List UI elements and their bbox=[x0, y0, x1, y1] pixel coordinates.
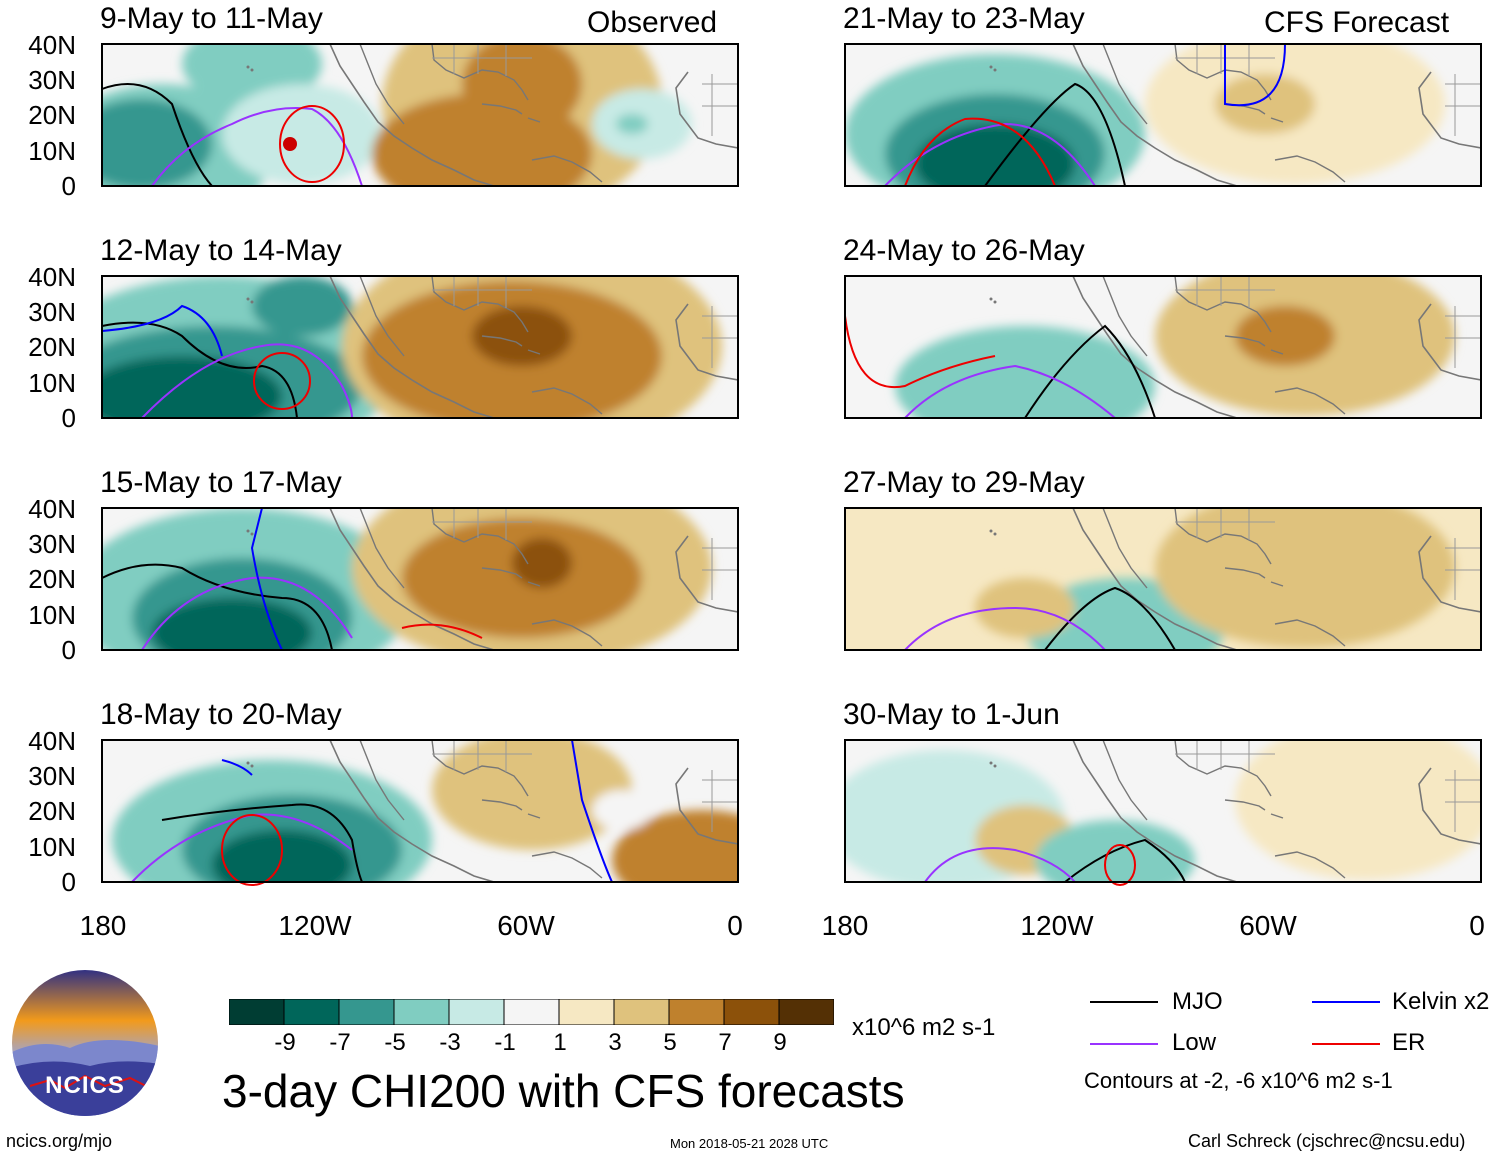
colorbar-swatch bbox=[229, 999, 285, 1025]
colorbar-units: x10^6 m2 s-1 bbox=[852, 1014, 996, 1041]
colorbar-swatch bbox=[558, 999, 615, 1025]
colorbar-label: 5 bbox=[663, 1029, 677, 1056]
map-fc-4 bbox=[844, 739, 1482, 886]
panel-title-obs-1: 9-May to 11-May bbox=[100, 2, 323, 35]
lat-label: 20N bbox=[28, 564, 76, 594]
colorbar-swatch bbox=[338, 999, 395, 1025]
colorbar-label: 9 bbox=[773, 1029, 787, 1056]
lat-label: 20N bbox=[28, 100, 76, 130]
er-swatch bbox=[1312, 1043, 1380, 1045]
lat-label: 40N bbox=[28, 30, 76, 60]
ncics-logo-art bbox=[12, 970, 158, 1116]
legend-label-kelvin: Kelvin x2 bbox=[1392, 988, 1490, 1015]
lat-label: 30N bbox=[28, 761, 76, 791]
timestamp: Mon 2018-05-21 2028 UTC bbox=[670, 1136, 829, 1151]
lon-label-left: 180 bbox=[79, 910, 127, 941]
lat-label: 0 bbox=[61, 171, 76, 201]
org-url[interactable]: ncics.org/mjo bbox=[6, 1131, 113, 1151]
logo-text: NCICS bbox=[45, 1072, 125, 1099]
lat-label: 40N bbox=[28, 494, 76, 524]
panel-title-obs-4: 18-May to 20-May bbox=[100, 698, 342, 731]
lon-label-left: 0 bbox=[727, 910, 743, 941]
colorbar-label: -9 bbox=[274, 1029, 296, 1056]
panel-title-fc-4: 30-May to 1-Jun bbox=[843, 698, 1060, 731]
mjo-swatch bbox=[1090, 1001, 1158, 1003]
lat-label: 40N bbox=[28, 262, 76, 292]
colorbar-label: -5 bbox=[384, 1029, 406, 1056]
panel-title-obs-2: 12-May to 14-May bbox=[100, 234, 342, 267]
colorbar-swatch bbox=[448, 999, 505, 1025]
lon-label-right: 0 bbox=[1469, 910, 1485, 941]
legend-label-mjo: MJO bbox=[1172, 988, 1223, 1015]
credit: Carl Schreck (cjschrec@ncsu.edu) bbox=[1188, 1131, 1466, 1151]
panel-title-fc-3: 27-May to 29-May bbox=[843, 466, 1085, 499]
map-panels bbox=[101, 43, 1482, 886]
colorbar-swatch bbox=[283, 999, 340, 1025]
lat-label: 10N bbox=[28, 832, 76, 862]
lat-label: 0 bbox=[61, 403, 76, 433]
lat-label: 20N bbox=[28, 796, 76, 826]
lat-label: 0 bbox=[61, 867, 76, 897]
lat-label: 10N bbox=[28, 136, 76, 166]
colorbar bbox=[229, 999, 834, 1025]
colorbar-swatch bbox=[503, 999, 560, 1025]
colorbar-swatch bbox=[668, 999, 725, 1025]
map-fc-2 bbox=[844, 275, 1482, 419]
lat-label: 30N bbox=[28, 529, 76, 559]
lat-label: 20N bbox=[28, 332, 76, 362]
colorbar-label: 1 bbox=[553, 1029, 567, 1056]
colorbar-swatch bbox=[778, 999, 834, 1025]
lat-label: 30N bbox=[28, 65, 76, 95]
colorbar-label: -3 bbox=[439, 1029, 461, 1056]
lon-label-left: 60W bbox=[497, 910, 555, 941]
lat-label: 30N bbox=[28, 297, 76, 327]
contours-note: Contours at -2, -6 x10^6 m2 s-1 bbox=[1084, 1068, 1393, 1093]
map-obs-2 bbox=[101, 275, 739, 419]
colorbar-label: 7 bbox=[718, 1029, 732, 1056]
panel-title-obs-3: 15-May to 17-May bbox=[100, 466, 342, 499]
lat-label: 10N bbox=[28, 600, 76, 630]
lat-label: 0 bbox=[61, 635, 76, 665]
colorbar-label: -1 bbox=[494, 1029, 516, 1056]
low-swatch bbox=[1090, 1043, 1158, 1045]
kelvin-swatch bbox=[1312, 1001, 1380, 1003]
map-obs-4 bbox=[101, 739, 739, 886]
colorbar-label: -7 bbox=[329, 1029, 351, 1056]
main-title: 3-day CHI200 with CFS forecasts bbox=[222, 1065, 905, 1117]
colorbar-label: 3 bbox=[608, 1029, 622, 1056]
map-obs-1 bbox=[101, 43, 739, 187]
map-obs-3 bbox=[101, 507, 739, 651]
lat-label: 40N bbox=[28, 726, 76, 756]
panel-title-fc-1: 21-May to 23-May bbox=[843, 2, 1085, 35]
forecast-label: CFS Forecast bbox=[1264, 6, 1450, 39]
panel-title-fc-2: 24-May to 26-May bbox=[843, 234, 1085, 267]
lat-label: 10N bbox=[28, 368, 76, 398]
colorbar-swatch bbox=[613, 999, 670, 1025]
legend-label-er: ER bbox=[1392, 1029, 1426, 1056]
observed-label: Observed bbox=[587, 6, 718, 39]
lon-label-left: 120W bbox=[278, 910, 352, 941]
map-fc-1 bbox=[844, 43, 1482, 187]
lon-label-right: 120W bbox=[1020, 910, 1094, 941]
legend-label-low: Low bbox=[1172, 1029, 1217, 1056]
colorbar-swatch bbox=[393, 999, 450, 1025]
lon-label-right: 180 bbox=[821, 910, 869, 941]
map-fc-3 bbox=[844, 507, 1482, 651]
lon-label-right: 60W bbox=[1239, 910, 1297, 941]
colorbar-swatch bbox=[723, 999, 780, 1025]
ncics-logo: NCICS bbox=[10, 968, 160, 1118]
